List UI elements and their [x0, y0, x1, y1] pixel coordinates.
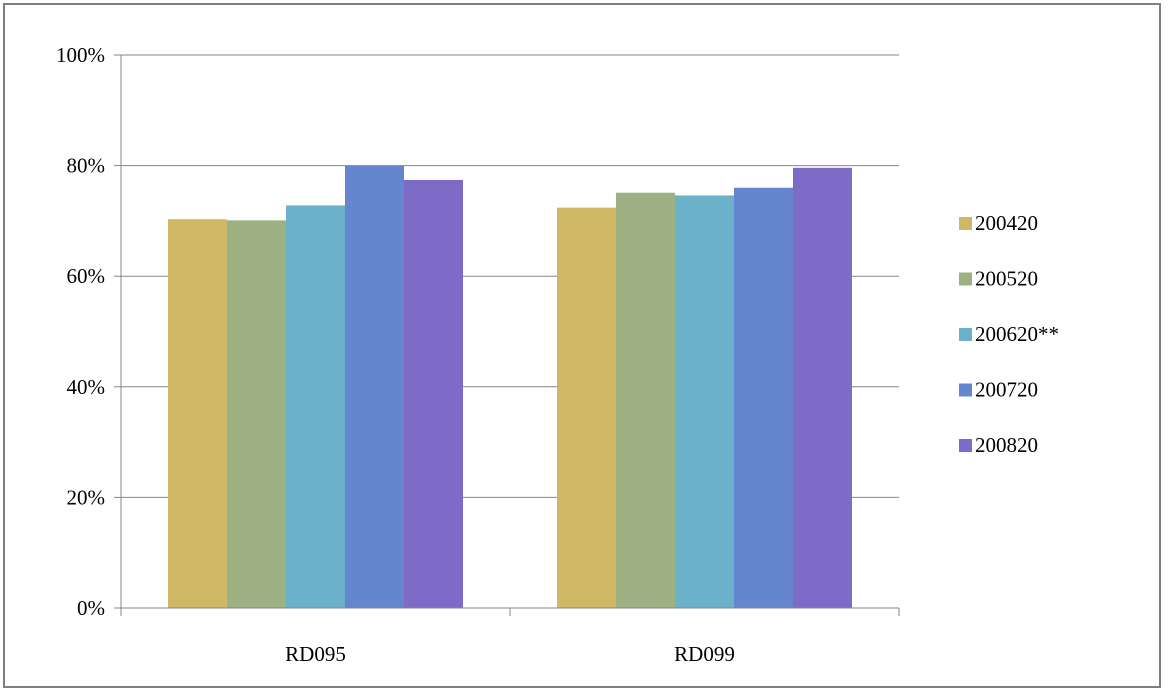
- legend-swatch: [959, 217, 972, 230]
- legend-label: 200620**: [975, 322, 1059, 346]
- y-tick-label: 80%: [67, 154, 106, 178]
- y-tick-label: 100%: [56, 43, 105, 67]
- y-tick-label: 20%: [67, 485, 106, 509]
- bars-layer: [168, 165, 852, 609]
- y-tick-label: 40%: [67, 375, 106, 399]
- y-tick-label: 0%: [77, 596, 105, 620]
- x-tick-label: RD099: [674, 642, 735, 666]
- legend: 200420 200520 200620** 200720 200820: [959, 211, 1059, 457]
- bar: [404, 179, 463, 608]
- labels-layer: 0% 20% 40% 60% 80% 100% RD095 RD099: [56, 43, 735, 666]
- bar: [616, 192, 675, 608]
- bar: [793, 167, 852, 608]
- legend-swatch: [959, 439, 972, 452]
- bar: [286, 205, 345, 608]
- bar: [227, 220, 286, 609]
- bar: [734, 187, 793, 608]
- axis-layer: [114, 54, 900, 616]
- legend-swatch: [959, 383, 972, 397]
- legend-label: 200520: [975, 267, 1038, 291]
- y-tick-label: 60%: [67, 264, 106, 288]
- bar: [168, 219, 227, 608]
- legend-swatch: [959, 272, 972, 286]
- legend-label: 200720: [975, 378, 1038, 402]
- bar: [557, 207, 616, 609]
- x-tick-label: RD095: [285, 642, 346, 666]
- bar: [675, 195, 734, 608]
- legend-label: 200820: [975, 433, 1038, 457]
- legend-swatch: [959, 328, 972, 341]
- bar: [345, 165, 404, 608]
- legend-label: 200420: [975, 211, 1038, 235]
